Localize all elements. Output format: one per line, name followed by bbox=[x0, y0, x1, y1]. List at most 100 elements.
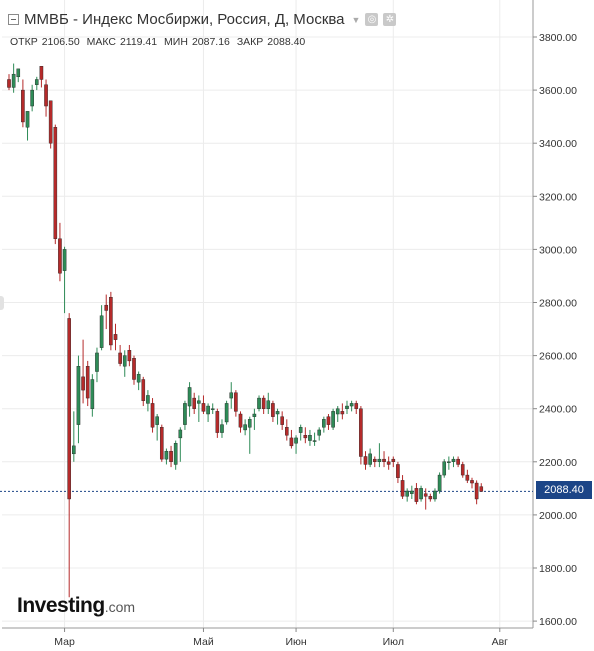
grid-lines bbox=[2, 0, 533, 628]
chart-header: ММВБ - Индекс Мосбиржи, Россия, Д, Москв… bbox=[8, 11, 397, 28]
candle-body bbox=[104, 304, 109, 311]
candle-body bbox=[95, 352, 99, 372]
dropdown-icon[interactable]: ▼ bbox=[351, 14, 361, 25]
chart-title: ММВБ - Индекс Мосбиржи, Россия, Д, Москв… bbox=[24, 11, 345, 28]
close-value: 2088.40 bbox=[267, 36, 306, 48]
high-label: МАКС bbox=[86, 36, 116, 48]
candle bbox=[62, 246, 67, 314]
x-tick-label: Май bbox=[193, 636, 214, 648]
candle-body bbox=[252, 413, 257, 417]
candle bbox=[247, 416, 252, 454]
candle bbox=[234, 390, 238, 417]
candle-body bbox=[474, 482, 479, 500]
candle bbox=[95, 347, 99, 383]
y-tick-label: 2800.00 bbox=[539, 298, 577, 310]
candle-body bbox=[368, 453, 372, 465]
candle bbox=[391, 456, 396, 468]
y-tick-label: 3800.00 bbox=[539, 32, 577, 44]
candle-body bbox=[345, 405, 349, 409]
candle bbox=[433, 488, 437, 502]
candle-body bbox=[169, 450, 173, 462]
candle bbox=[76, 355, 81, 444]
candle-body bbox=[220, 424, 224, 433]
candle bbox=[285, 419, 289, 441]
candle-body bbox=[62, 249, 67, 271]
candle bbox=[67, 313, 71, 598]
candle-body bbox=[81, 376, 85, 391]
gear-icon[interactable]: ✲ bbox=[383, 13, 397, 26]
candle-body bbox=[132, 358, 136, 380]
candle-body bbox=[76, 366, 81, 425]
candle-body bbox=[465, 474, 470, 481]
candle bbox=[72, 411, 76, 462]
candle-body bbox=[289, 437, 294, 447]
candle bbox=[289, 429, 294, 449]
candle-body bbox=[206, 405, 210, 415]
drag-handle[interactable] bbox=[0, 296, 4, 310]
candle-body bbox=[382, 458, 386, 462]
candle bbox=[132, 355, 136, 385]
candle bbox=[447, 456, 451, 470]
x-axis-ticks: Мар Май Июн Июл Авг bbox=[54, 628, 508, 648]
candle-body bbox=[141, 379, 146, 401]
candle bbox=[155, 414, 159, 441]
candle-body bbox=[30, 89, 34, 107]
candle bbox=[359, 406, 363, 465]
candle-body bbox=[442, 461, 447, 476]
candle-body bbox=[377, 458, 382, 462]
axes bbox=[0, 0, 534, 629]
candle-body bbox=[308, 435, 312, 441]
candle-body bbox=[150, 403, 155, 428]
candle-body bbox=[410, 490, 414, 494]
low-label: МИН bbox=[164, 36, 188, 48]
y-tick-label: 2000.00 bbox=[539, 510, 577, 522]
candle-body bbox=[433, 490, 437, 500]
candle bbox=[164, 448, 169, 465]
settings-icon[interactable]: ◎ bbox=[365, 13, 379, 26]
candle-body bbox=[359, 408, 363, 457]
candle bbox=[150, 398, 155, 433]
collapse-icon[interactable] bbox=[8, 14, 19, 25]
x-tick-label: Июн bbox=[285, 636, 306, 648]
candle-body bbox=[127, 350, 132, 362]
x-tick-label: Июл bbox=[383, 636, 404, 648]
candle bbox=[34, 76, 39, 91]
candle-body bbox=[11, 73, 16, 88]
candle bbox=[122, 350, 127, 377]
candle-body bbox=[456, 458, 460, 465]
candle-body bbox=[331, 411, 335, 428]
candle bbox=[410, 485, 414, 499]
candle bbox=[11, 63, 16, 93]
candle-body bbox=[261, 397, 266, 409]
candle-body bbox=[16, 68, 21, 78]
candle bbox=[169, 445, 173, 468]
candle bbox=[48, 100, 53, 149]
candle bbox=[386, 456, 391, 470]
candle-body bbox=[271, 403, 275, 417]
candle-body bbox=[451, 458, 456, 462]
candle-body bbox=[21, 89, 25, 123]
candle bbox=[85, 360, 90, 407]
candle bbox=[215, 408, 220, 438]
candle bbox=[257, 395, 261, 412]
candle bbox=[238, 411, 243, 433]
candle-body bbox=[386, 461, 391, 465]
candle-body bbox=[285, 427, 289, 436]
candle bbox=[308, 429, 312, 446]
y-axis-ticks: 3800.00 3600.00 3400.00 3200.00 3000.00 2800.… bbox=[533, 32, 577, 628]
candle bbox=[340, 403, 345, 420]
candle-body bbox=[122, 355, 127, 367]
candle-body bbox=[266, 400, 271, 409]
candle-body bbox=[53, 127, 58, 239]
candle bbox=[252, 408, 257, 430]
candle-body bbox=[109, 296, 113, 346]
candle-body bbox=[187, 387, 192, 407]
candle bbox=[400, 475, 405, 499]
candle-body bbox=[298, 427, 303, 433]
candle-body bbox=[447, 461, 451, 463]
candle-body bbox=[414, 488, 419, 502]
candle bbox=[39, 66, 44, 88]
candle bbox=[192, 392, 197, 415]
candle-body bbox=[146, 395, 150, 404]
